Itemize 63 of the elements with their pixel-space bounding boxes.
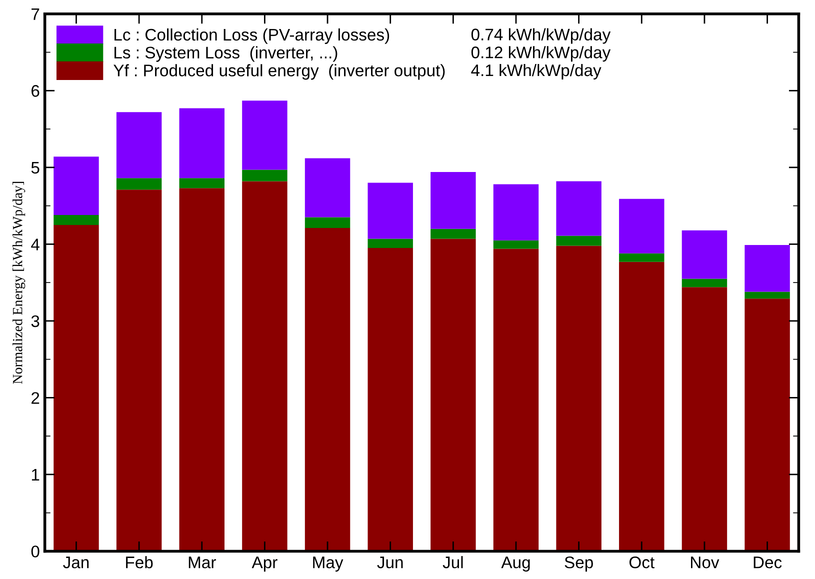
bar (116, 178, 162, 190)
x-tick-label: Nov (691, 556, 720, 568)
bar (430, 238, 476, 552)
y-tick-label: 5 (31, 162, 40, 174)
x-tick-label: Dec (754, 556, 782, 568)
bar (744, 298, 790, 552)
annotation: 4.1 kWh/kWp/day (471, 64, 602, 80)
bar (242, 100, 288, 170)
x-tick-label: Aug (501, 556, 530, 572)
y-tick-label: 0 (31, 546, 40, 558)
bar (304, 217, 350, 228)
legend-label: Lc : Collection Loss (PV-array losses) (114, 28, 390, 44)
bar (619, 198, 664, 254)
bar (242, 170, 288, 182)
y-tick-label: 3 (31, 315, 40, 328)
bar (619, 253, 664, 262)
legend-label: Ls : System Loss (inverter, ...) (114, 46, 338, 62)
bar (430, 172, 476, 229)
bar (54, 215, 99, 225)
x-tick-label: Jan (63, 556, 89, 568)
bar (744, 292, 790, 299)
bar (368, 248, 413, 552)
bar (556, 181, 602, 236)
bar (430, 228, 476, 239)
y-tick-label: 6 (32, 85, 40, 97)
bar (116, 112, 162, 178)
y-tick-label: 4 (31, 238, 40, 250)
legend-label: Yf : Produced useful energy (inverter output) (114, 64, 445, 80)
bar (682, 230, 728, 279)
bar (304, 228, 350, 552)
bar (179, 178, 224, 188)
bar (304, 158, 350, 218)
x-tick-label: Oct (629, 556, 654, 568)
bar (179, 188, 224, 552)
bar (116, 190, 162, 552)
bar (556, 236, 602, 246)
x-tick-label: Jul (442, 556, 463, 568)
bar (493, 240, 539, 249)
annotation: 0.12 kWh/kWp/day (471, 46, 611, 62)
x-tick-label: Sep (564, 556, 593, 572)
x-tick-label: May (313, 556, 344, 572)
y-tick-label: 1 (32, 469, 40, 480)
annotation: 0.74 kWh/kWp/day (471, 28, 611, 44)
bar (54, 224, 99, 552)
bar (619, 262, 664, 552)
bar (242, 181, 288, 552)
bar (744, 244, 790, 292)
y-tick-label: 7 (32, 8, 40, 20)
bar (682, 287, 728, 552)
x-tick-label: Jun (377, 556, 403, 568)
x-tick-label: Apr (252, 556, 278, 572)
bar (682, 278, 728, 288)
x-tick-label: Feb (126, 556, 153, 568)
bar (493, 184, 539, 240)
y-tick-label: 2 (32, 392, 40, 404)
bar (493, 248, 539, 552)
bar (54, 156, 99, 216)
y-axis-title: Normalized Energy [kWh/kWp/day] (12, 182, 26, 384)
bar (179, 108, 224, 178)
bar (368, 238, 413, 248)
x-tick-label: Mar (188, 556, 216, 568)
bar (556, 246, 602, 552)
bar (368, 182, 413, 239)
